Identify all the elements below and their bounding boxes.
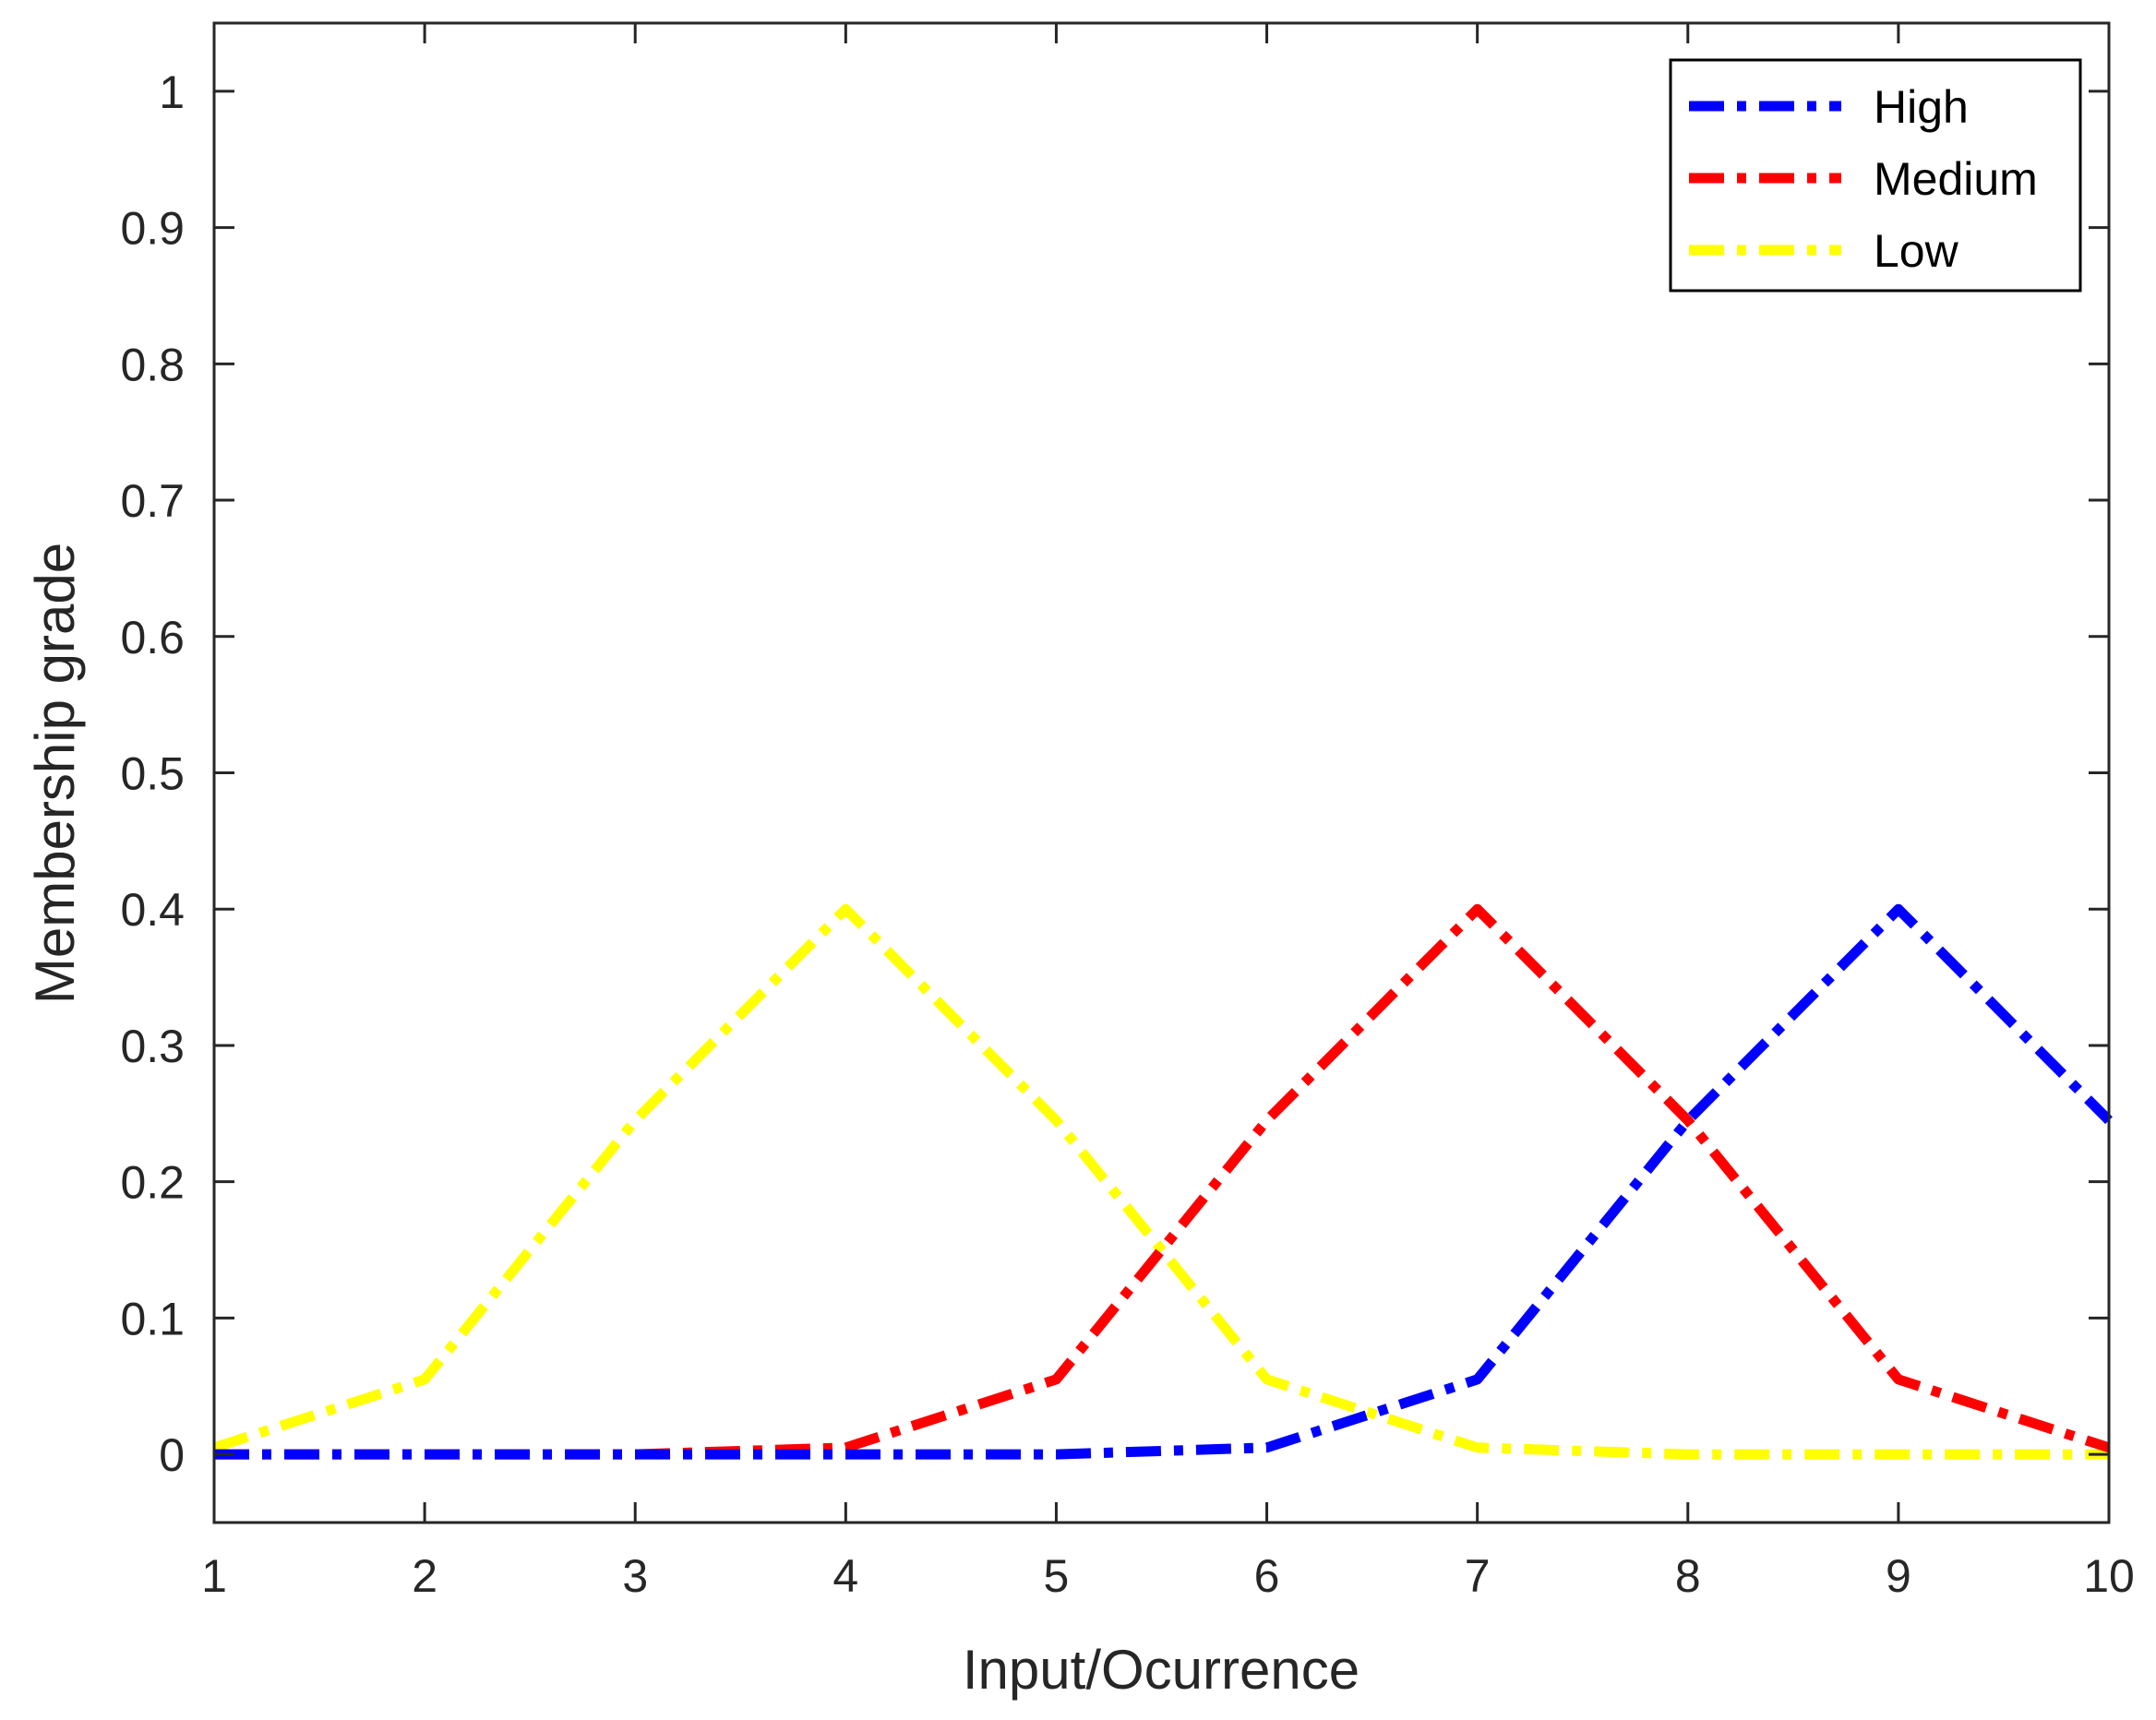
series-line-medium (214, 903, 2111, 1460)
y-tick-label: 0.8 (120, 339, 185, 390)
y-axis-title: Membership grade (24, 543, 86, 1004)
legend-label-low: Low (1874, 225, 1959, 277)
y-tick-label: 0.1 (120, 1293, 185, 1344)
legend: High Medium Low (1669, 58, 2082, 293)
x-tick-label: 7 (1465, 1550, 1491, 1602)
x-tick-label: 4 (832, 1550, 858, 1602)
legend-label-medium: Medium (1874, 153, 2038, 205)
axes-box (212, 21, 2111, 1524)
x-tick-label: 10 (2083, 1550, 2135, 1602)
x-tick-label: 9 (1886, 1550, 1911, 1602)
labels-layer: 1 2 3 4 5 6 7 8 9 10 0 0.1 0.2 0.3 0.4 0.5 0.6 0.7 0.8 0.9 1 (120, 66, 2134, 1602)
x-tick-label: 6 (1254, 1550, 1280, 1602)
y-tick-label: 0.3 (120, 1021, 185, 1072)
x-tick-label: 3 (622, 1550, 648, 1602)
y-tick-label: 0.4 (120, 884, 185, 936)
series-line-low (212, 903, 2109, 1460)
y-tick-label: 0.2 (120, 1157, 185, 1209)
y-tick-label: 0.5 (120, 748, 185, 800)
y-tick-label: 0 (159, 1429, 185, 1481)
y-tick-label: 1 (159, 66, 185, 118)
y-tick-label: 0.9 (120, 203, 185, 255)
series-line-high (214, 903, 2113, 1460)
y-tick-label: 0.6 (120, 612, 185, 663)
x-tick-label: 5 (1044, 1550, 1070, 1602)
x-tick-label: 8 (1675, 1550, 1701, 1602)
y-tick-label: 0.7 (120, 475, 185, 527)
x-tick-label: 1 (201, 1550, 227, 1602)
legend-label-high: High (1874, 81, 1969, 133)
x-tick-label: 2 (412, 1550, 437, 1602)
series-layer (212, 903, 2113, 1460)
x-axis-title: Input/Ocurrence (963, 1639, 1359, 1701)
